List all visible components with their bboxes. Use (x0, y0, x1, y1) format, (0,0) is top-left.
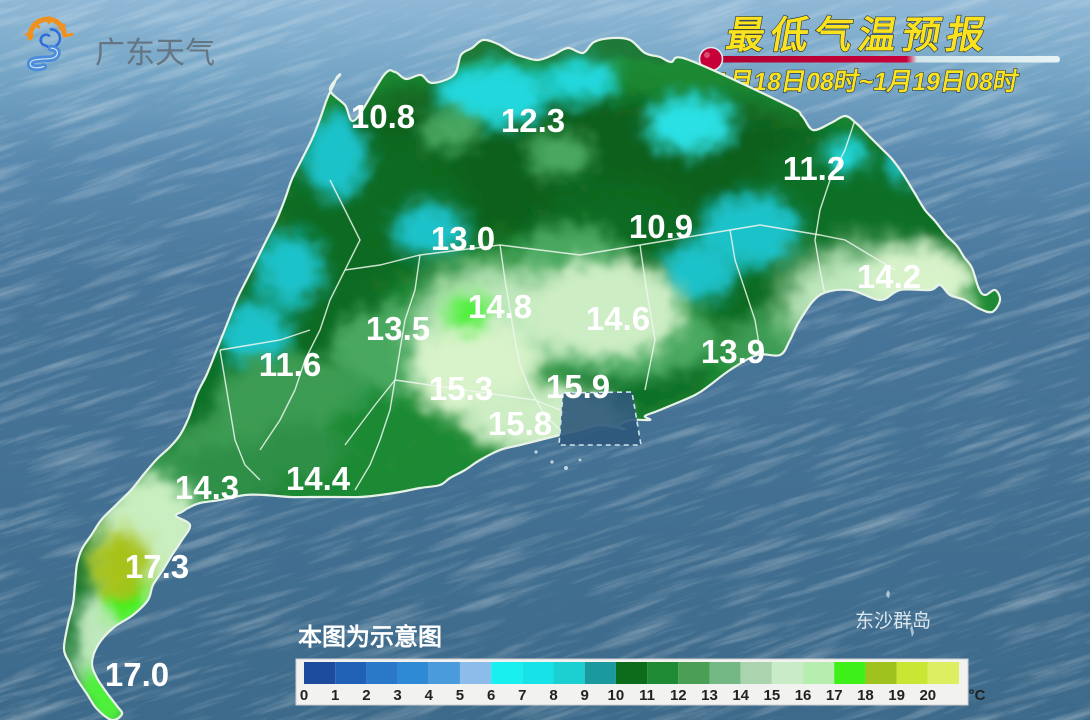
svg-text:18: 18 (857, 687, 874, 704)
svg-text:14.8: 14.8 (468, 288, 532, 325)
svg-text:17.0: 17.0 (105, 656, 169, 693)
svg-text:11: 11 (639, 687, 655, 704)
svg-text:最低气温预报: 最低气温预报 (723, 14, 994, 57)
svg-text:0: 0 (300, 687, 308, 704)
svg-text:14.4: 14.4 (286, 460, 351, 497)
svg-text:14.2: 14.2 (857, 258, 921, 295)
svg-text:10.9: 10.9 (629, 208, 693, 245)
svg-text:东沙群岛: 东沙群岛 (855, 610, 931, 632)
svg-text:9: 9 (581, 687, 589, 704)
svg-text:17: 17 (826, 687, 843, 704)
svg-text:8: 8 (549, 687, 557, 704)
svg-text:5: 5 (456, 687, 464, 704)
svg-text:°C: °C (969, 687, 986, 704)
svg-text:12.3: 12.3 (501, 102, 565, 139)
svg-text:7: 7 (518, 687, 526, 704)
svg-text:13: 13 (701, 687, 718, 704)
svg-text:15: 15 (764, 687, 781, 704)
svg-text:广东天气: 广东天气 (95, 37, 215, 70)
svg-text:15.3: 15.3 (429, 370, 493, 407)
svg-text:17.3: 17.3 (125, 548, 189, 585)
svg-text:13.0: 13.0 (431, 220, 495, 257)
svg-text:6: 6 (487, 687, 495, 704)
svg-text:14.3: 14.3 (175, 469, 239, 506)
svg-text:14: 14 (732, 687, 749, 704)
svg-text:2: 2 (362, 687, 370, 704)
svg-text:13.5: 13.5 (366, 310, 430, 347)
svg-text:13.9: 13.9 (701, 333, 765, 370)
svg-text:11.6: 11.6 (259, 346, 321, 383)
svg-text:本图为示意图: 本图为示意图 (298, 623, 442, 651)
svg-text:4: 4 (425, 687, 434, 704)
svg-text:12: 12 (670, 687, 687, 704)
svg-text:20: 20 (919, 687, 936, 704)
svg-text:14.6: 14.6 (586, 300, 650, 337)
svg-text:16: 16 (795, 687, 812, 704)
svg-text:10.8: 10.8 (351, 98, 415, 135)
svg-text:15.9: 15.9 (546, 368, 610, 405)
svg-text:15.8: 15.8 (488, 405, 552, 442)
svg-text:1: 1 (331, 687, 339, 704)
svg-text:10: 10 (608, 687, 625, 704)
svg-text:11.2: 11.2 (783, 150, 845, 187)
svg-text:3: 3 (393, 687, 401, 704)
svg-text:19: 19 (888, 687, 905, 704)
